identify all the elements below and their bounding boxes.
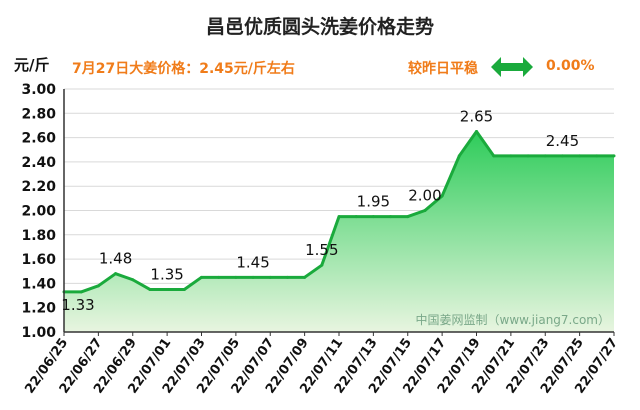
data-point	[492, 154, 496, 158]
data-point	[79, 290, 83, 294]
data-point	[96, 284, 100, 288]
y-tick-label: 2.00	[21, 204, 56, 220]
data-label: 2.65	[460, 108, 493, 126]
watermark: 中国姜网监制（www.jiang7.com）	[416, 312, 610, 327]
data-label: 1.33	[61, 296, 94, 314]
data-point	[526, 154, 530, 158]
data-point	[182, 287, 186, 291]
data-point	[337, 215, 341, 219]
data-point	[389, 215, 393, 219]
y-tick-label: 1.40	[21, 276, 56, 292]
data-point	[475, 130, 478, 134]
data-point	[165, 287, 169, 291]
data-point	[423, 209, 427, 212]
data-label: 1.35	[150, 265, 183, 283]
y-tick-label: 1.20	[21, 301, 56, 317]
price-note: 7月27日大姜价格：2.45元/斤左右	[72, 61, 295, 77]
data-point	[578, 154, 582, 158]
data-point	[320, 263, 324, 267]
y-tick-label: 2.20	[21, 179, 56, 195]
y-tick-label: 2.80	[21, 106, 56, 122]
y-tick-label: 1.80	[21, 228, 56, 244]
data-point	[354, 215, 358, 219]
data-point	[560, 154, 564, 158]
data-label: 1.48	[99, 250, 132, 268]
y-tick-label: 1.60	[21, 252, 56, 268]
y-tick-label: 2.40	[21, 155, 56, 171]
data-label: 1.45	[236, 253, 269, 271]
data-point	[234, 275, 238, 279]
data-point	[285, 275, 289, 279]
data-point	[406, 215, 410, 219]
data-point	[268, 275, 272, 279]
data-point	[148, 287, 152, 291]
data-label: 2.00	[408, 187, 441, 205]
data-point	[131, 278, 135, 282]
y-tick-label: 2.60	[21, 131, 56, 147]
data-point	[440, 194, 444, 198]
data-point	[251, 275, 255, 279]
data-label: 2.45	[546, 132, 579, 150]
data-point	[114, 272, 118, 276]
data-point	[371, 215, 375, 219]
y-tick-label: 3.00	[21, 82, 56, 98]
y-tick-label: 1.00	[21, 325, 56, 341]
data-point	[200, 275, 203, 279]
y-axis-unit: 元/斤	[14, 56, 50, 74]
double-arrow-icon	[491, 57, 533, 77]
comparison-value: 0.00%	[546, 58, 595, 74]
data-point	[457, 154, 461, 158]
data-point	[595, 154, 599, 158]
comparison-label: 较昨日平稳	[408, 61, 478, 77]
data-label: 1.55	[305, 241, 338, 259]
data-point	[303, 275, 307, 279]
data-point	[217, 275, 221, 279]
data-point	[612, 154, 616, 158]
data-label: 1.95	[357, 193, 390, 211]
data-point	[543, 154, 547, 158]
price-area	[64, 131, 614, 332]
chart-title: 昌邑优质圆头洗姜价格走势	[205, 16, 434, 38]
data-point	[509, 154, 513, 158]
